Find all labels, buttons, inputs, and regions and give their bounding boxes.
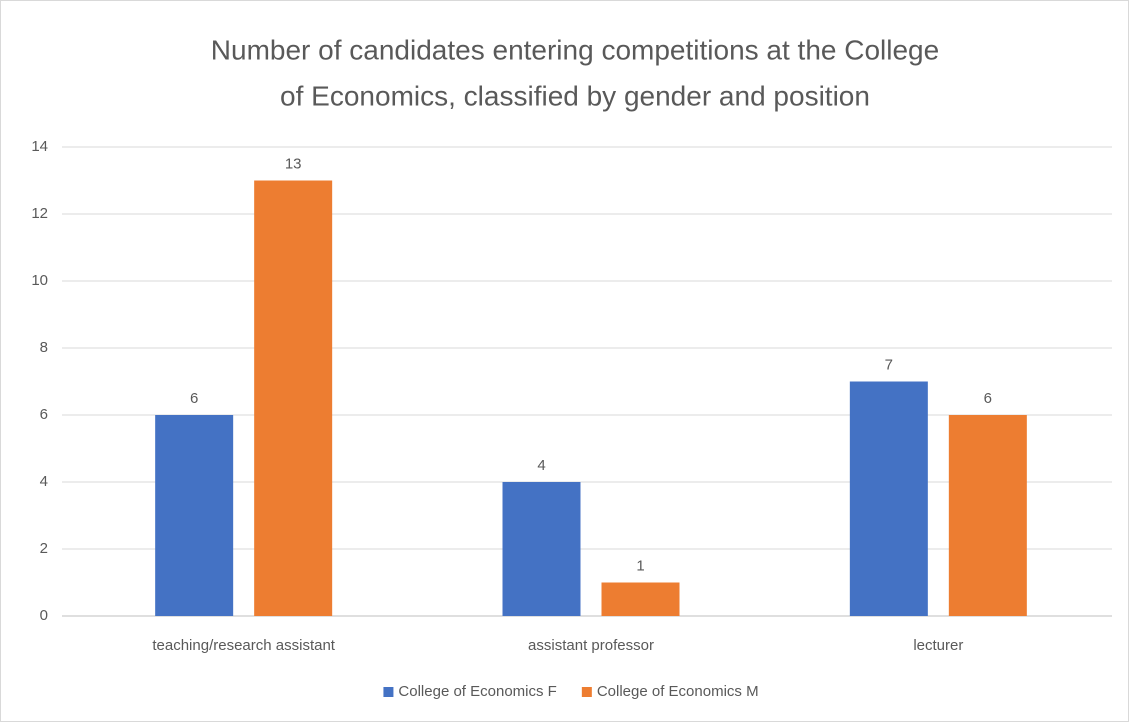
legend-swatch — [581, 687, 592, 697]
data-label: 7 — [885, 356, 893, 373]
legend-swatch — [383, 687, 394, 697]
y-tick-label: 12 — [31, 205, 48, 222]
y-tick-label: 2 — [40, 540, 48, 557]
y-tick-label: 0 — [40, 607, 48, 624]
chart-title: of Economics, classified by gender and p… — [280, 80, 870, 111]
bar — [601, 582, 680, 616]
bar — [502, 482, 581, 616]
y-tick-label: 4 — [40, 473, 48, 490]
bar — [155, 415, 234, 616]
chart-title: Number of candidates entering competitio… — [211, 34, 939, 65]
bar — [948, 415, 1027, 616]
y-tick-label: 8 — [40, 339, 48, 356]
data-label: 6 — [984, 390, 992, 407]
bar — [254, 180, 333, 616]
x-tick-label: teaching/research assistant — [152, 637, 335, 654]
data-label: 1 — [636, 557, 644, 574]
legend-label: College of Economics F — [398, 683, 556, 700]
y-tick-label: 10 — [31, 272, 48, 289]
data-label: 13 — [285, 155, 302, 172]
data-label: 4 — [537, 457, 545, 474]
data-label: 6 — [190, 390, 198, 407]
x-tick-label: lecturer — [913, 637, 963, 654]
x-tick-label: assistant professor — [528, 637, 654, 654]
bar — [849, 381, 928, 616]
legend-label: College of Economics M — [597, 683, 759, 700]
y-tick-label: 14 — [31, 138, 48, 155]
y-tick-label: 6 — [40, 406, 48, 423]
